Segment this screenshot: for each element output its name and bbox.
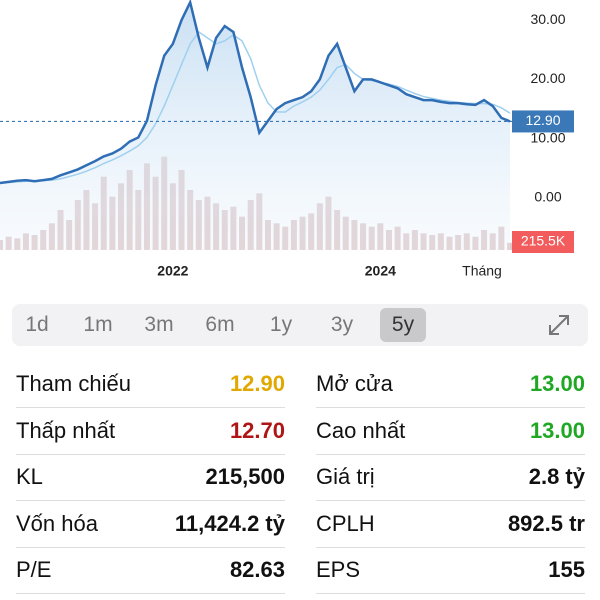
range-tab[interactable]: 1d bbox=[25, 313, 49, 336]
range-tab[interactable]: 3m bbox=[144, 313, 174, 336]
range-tabs: 1d 1m 3m 6m 1y 3y 5y bbox=[12, 304, 588, 346]
stat-value: 82.63 bbox=[229, 557, 285, 582]
stat-cell: Mở cửa 13.00 bbox=[316, 362, 585, 408]
stat-value: 12.90 bbox=[229, 371, 285, 396]
stat-label: Mở cửa bbox=[316, 371, 393, 396]
range-tab[interactable]: 1y bbox=[269, 313, 293, 336]
stat-cell: Thấp nhất 12.70 bbox=[16, 409, 285, 455]
stats-row: KL 215,500 Giá trị 2.8 tỷ bbox=[0, 455, 600, 501]
stat-cell: P/E 82.63 bbox=[16, 548, 285, 594]
stat-label: Tham chiếu bbox=[16, 371, 131, 396]
average-line bbox=[0, 30, 511, 184]
stat-value: 215,500 bbox=[205, 464, 285, 489]
last-price-label: 12.90 bbox=[525, 112, 560, 128]
stats-row: Vốn hóa 11,424.2 tỷ CPLH 892.5 tr bbox=[0, 502, 600, 548]
range-tab[interactable]: 5y bbox=[380, 308, 426, 342]
y-tick-label: 20.00 bbox=[530, 70, 565, 86]
stat-cell: CPLH 892.5 tr bbox=[316, 502, 585, 548]
stats-row: Tham chiếu 12.90 Mở cửa 13.00 bbox=[0, 362, 600, 408]
chart: 30.00 20.00 10.00 0.00 2022 2024 Tháng 12.90 215… bbox=[0, 0, 574, 279]
range-tab[interactable]: 1m bbox=[83, 313, 113, 336]
y-tick-label: 10.00 bbox=[530, 129, 565, 145]
stat-label: KL bbox=[16, 464, 43, 489]
stat-value: 2.8 tỷ bbox=[528, 464, 585, 489]
stats-row: P/E 82.63 EPS 155 bbox=[0, 548, 600, 594]
stat-value: 155 bbox=[548, 557, 585, 582]
stat-label: CPLH bbox=[316, 510, 375, 536]
range-tab[interactable]: 6m bbox=[205, 313, 235, 336]
y-tick-label: 0.00 bbox=[534, 189, 561, 205]
stat-cell: KL 215,500 bbox=[16, 455, 285, 501]
stat-value: 11,424.2 tỷ bbox=[174, 510, 285, 536]
stat-label: Thấp nhất bbox=[16, 417, 116, 443]
y-tick-label: 30.00 bbox=[530, 11, 565, 27]
x-tick-label: 2022 bbox=[157, 263, 188, 279]
stat-value: 12.70 bbox=[229, 417, 285, 443]
stat-value: 13.00 bbox=[529, 417, 585, 443]
stat-cell: Cao nhất 13.00 bbox=[316, 409, 585, 455]
stat-cell: EPS 155 bbox=[316, 548, 585, 594]
stat-label: EPS bbox=[316, 557, 361, 582]
stat-value: 13.00 bbox=[529, 371, 585, 396]
stat-cell: Giá trị 2.8 tỷ bbox=[316, 455, 585, 501]
stat-cell: Tham chiếu 12.90 bbox=[16, 362, 285, 408]
price-line bbox=[0, 0, 511, 185]
price-area bbox=[0, 2, 510, 250]
expand-icon[interactable] bbox=[544, 310, 574, 340]
x-axis-label: Tháng bbox=[462, 263, 502, 279]
last-volume-label: 215.5K bbox=[521, 233, 566, 249]
stat-label: P/E bbox=[16, 557, 52, 582]
range-tab[interactable]: 3y bbox=[330, 313, 354, 336]
x-tick-label: 2024 bbox=[365, 263, 396, 279]
stat-label: Vốn hóa bbox=[16, 510, 98, 536]
stat-label: Cao nhất bbox=[316, 417, 406, 443]
stats-row: Thấp nhất 12.70 Cao nhất 13.00 bbox=[0, 409, 600, 455]
last-price-tag bbox=[512, 110, 574, 133]
last-volume-tag bbox=[512, 231, 574, 253]
stat-value: 892.5 tr bbox=[507, 510, 585, 536]
stat-label: Giá trị bbox=[316, 464, 375, 489]
stat-cell: Vốn hóa 11,424.2 tỷ bbox=[16, 502, 285, 548]
